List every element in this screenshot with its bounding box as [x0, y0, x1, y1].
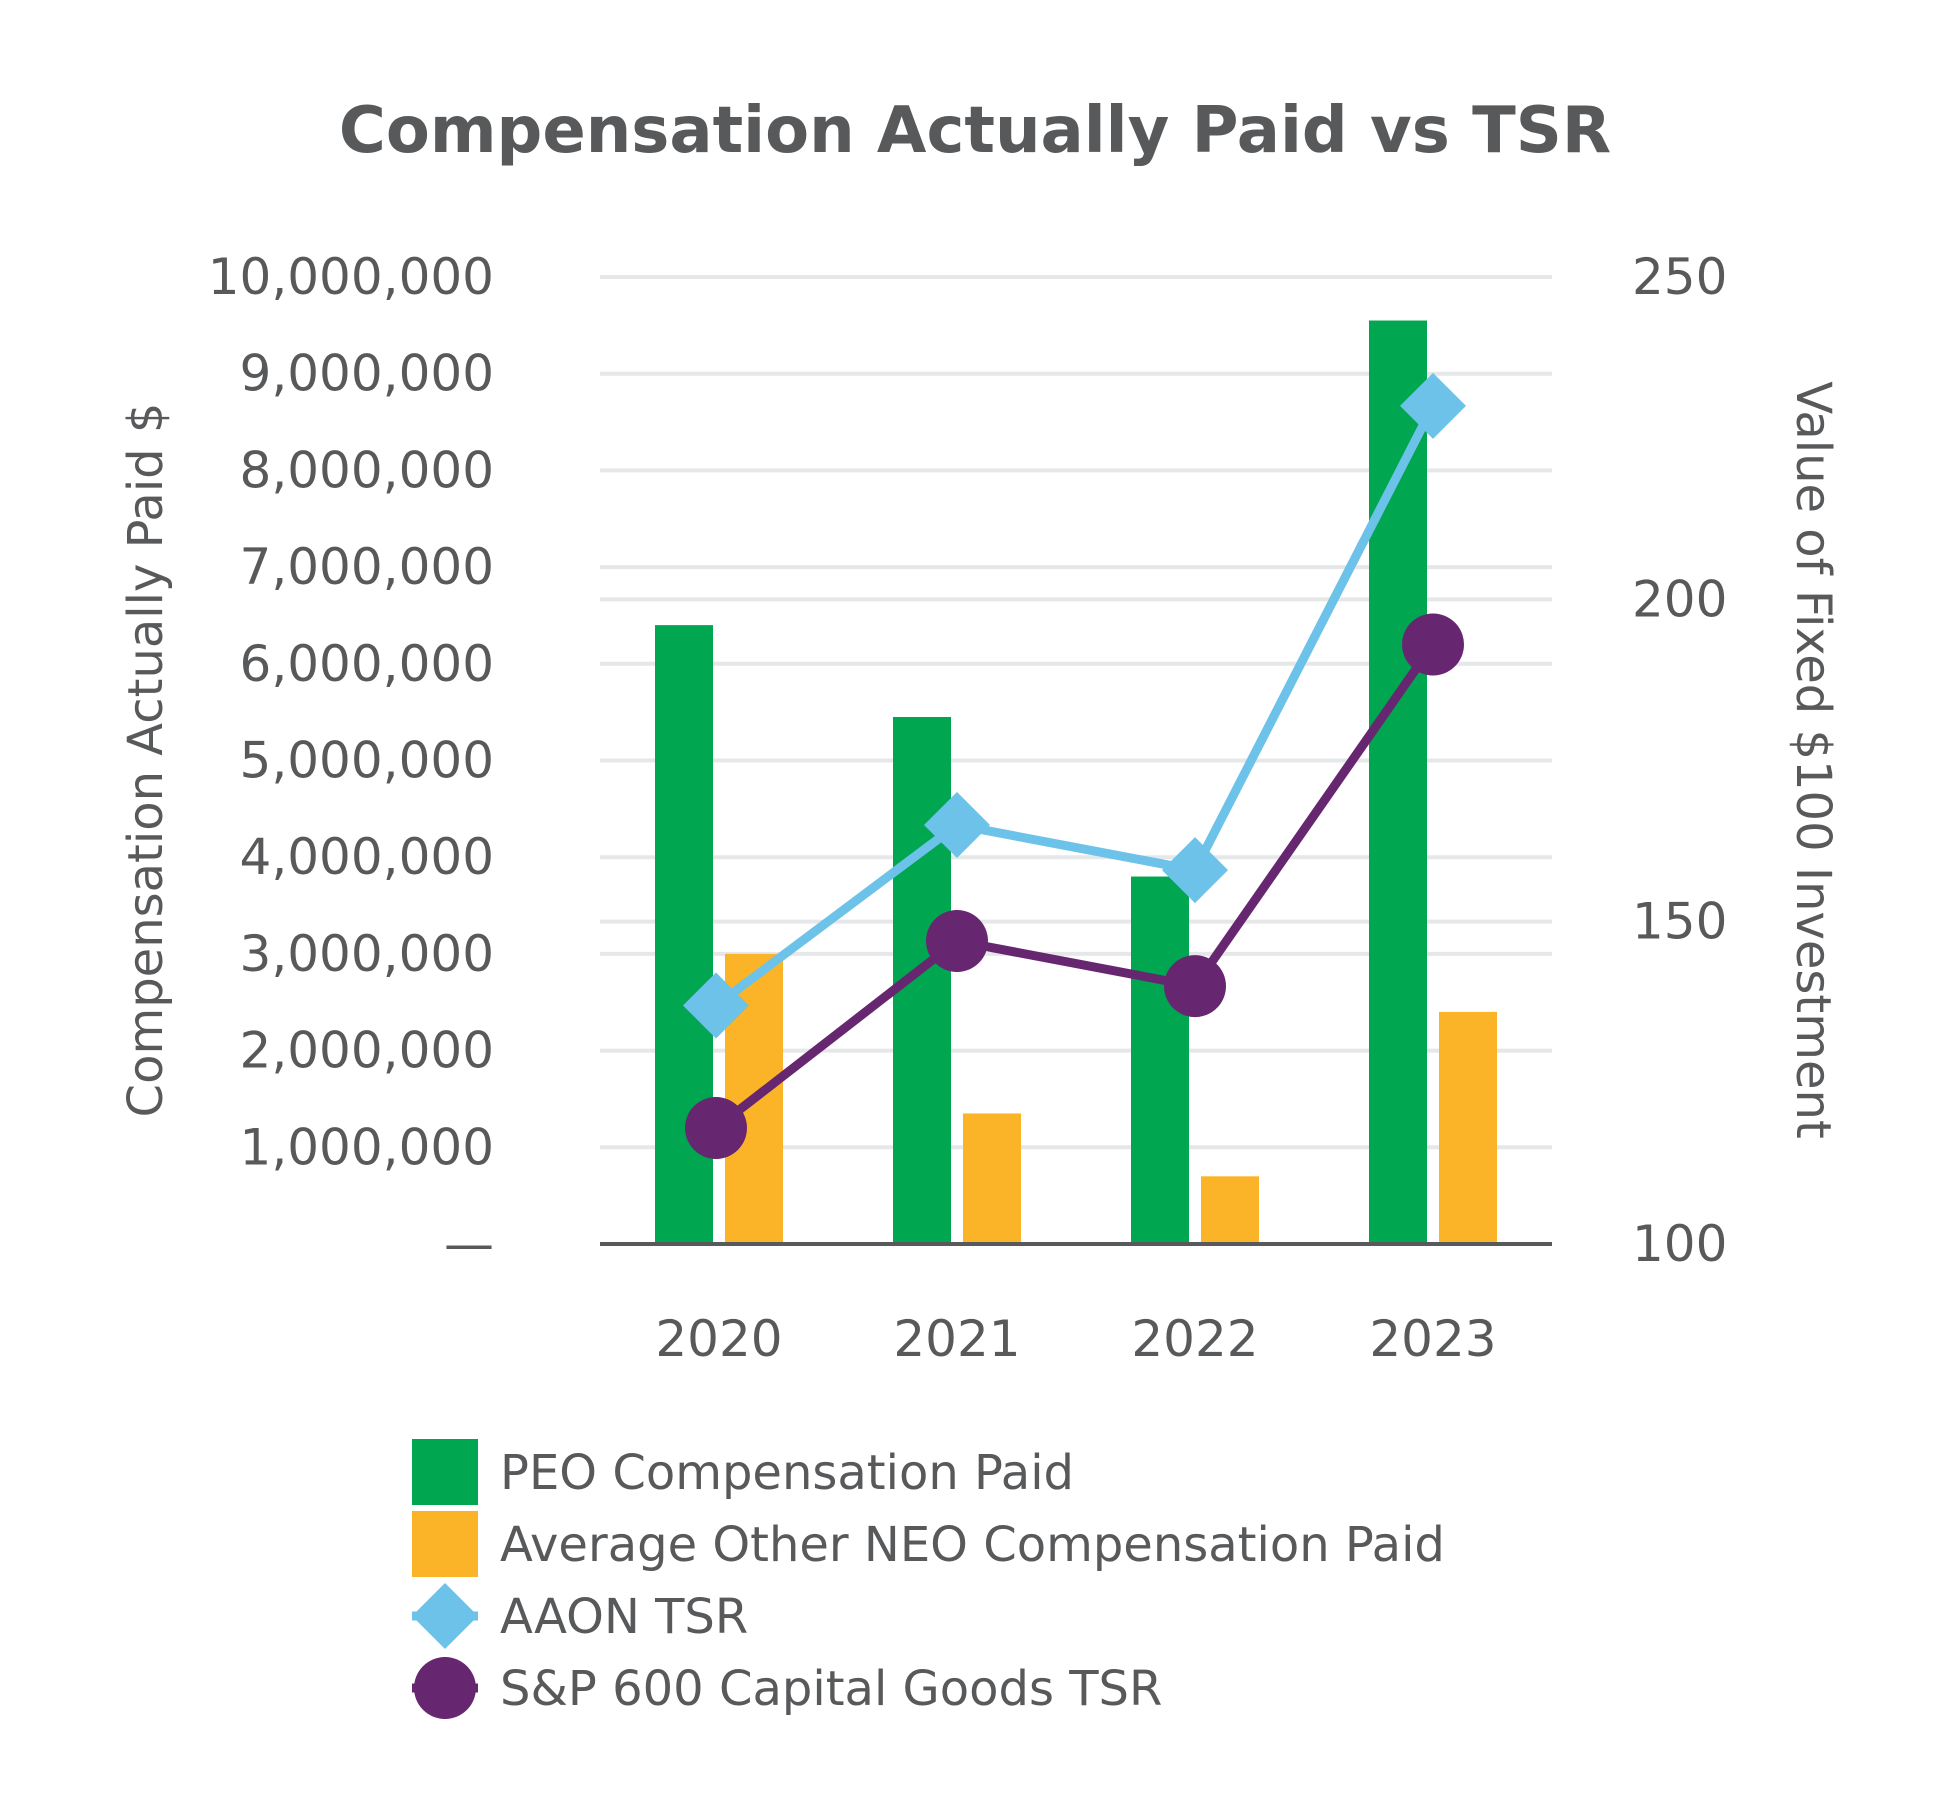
- x-tick-label: 2020: [655, 1310, 782, 1368]
- y2-tick-label: 200: [1632, 570, 1727, 628]
- sp600-tsr-line: [713, 641, 1437, 1132]
- y2-tick-label: 250: [1632, 248, 1727, 306]
- sp600-tsr-point: [1164, 955, 1226, 1018]
- legend-label-aaon: AAON TSR: [500, 1589, 748, 1645]
- sp600-tsr-point: [926, 910, 988, 973]
- aaon-tsr-line: [713, 403, 1438, 1010]
- sp600-tsr-point: [1402, 613, 1464, 676]
- y2-tick-label: 150: [1632, 893, 1727, 951]
- bar-neo: [1439, 1011, 1497, 1242]
- y-tick-label: 9,000,000: [240, 345, 494, 403]
- y-tick-label: 5,000,000: [240, 732, 494, 790]
- bar-neo: [1201, 1176, 1259, 1242]
- y-tick-label: 7,000,000: [240, 538, 494, 596]
- legend-label-neo: Average Other NEO Compensation Paid: [500, 1517, 1445, 1573]
- legend-swatch-peo: [412, 1439, 478, 1505]
- legend-label-sp600: S&P 600 Capital Goods TSR: [500, 1661, 1162, 1717]
- y-tick-label: 8,000,000: [240, 441, 494, 499]
- aaon-tsr-point: [1400, 372, 1466, 439]
- legend-swatch-aaon: [412, 1583, 478, 1649]
- y-tick-label: 4,000,000: [240, 828, 494, 886]
- y-axis-label: Compensation Actually Paid $: [118, 403, 174, 1118]
- tsr-lines: [683, 372, 1466, 1159]
- aaon-tsr-point: [1162, 837, 1228, 904]
- aaon-tsr-point: [924, 791, 990, 858]
- y-tick-label: 2,000,000: [240, 1022, 494, 1080]
- x-tick-label: 2023: [1369, 1310, 1496, 1368]
- y2-axis-label: Value of Fixed $100 Investment: [1785, 381, 1841, 1139]
- bar-peo: [1131, 876, 1189, 1242]
- y-tick-label: 1,000,000: [240, 1118, 494, 1176]
- legend: PEO Compensation Paid Average Other NEO C…: [412, 1439, 1445, 1719]
- y-tick-label: 6,000,000: [240, 635, 494, 693]
- legend-swatch-sp600: [414, 1657, 476, 1719]
- sp600-tsr-point: [685, 1096, 747, 1159]
- chart-title: Compensation Actually Paid vs TSR: [339, 94, 1611, 168]
- y-tick-label: 3,000,000: [240, 925, 494, 983]
- aaon-tsr-point: [683, 972, 749, 1039]
- y2-tick-label: 100: [1632, 1215, 1727, 1273]
- y-tick-label: 10,000,000: [208, 248, 494, 306]
- x-tick-label: 2021: [893, 1310, 1020, 1368]
- legend-swatch-neo: [412, 1511, 478, 1577]
- axis-ticks: — 1,000,000 2,000,000 3,000,000 4,000,000 5,0…: [208, 248, 1728, 1368]
- legend-label-peo: PEO Compensation Paid: [500, 1445, 1074, 1501]
- x-tick-label: 2022: [1131, 1310, 1258, 1368]
- bar-peo: [1369, 320, 1427, 1242]
- bar-neo: [963, 1113, 1021, 1242]
- bars: [655, 320, 1497, 1242]
- y-tick-label: —: [444, 1215, 494, 1273]
